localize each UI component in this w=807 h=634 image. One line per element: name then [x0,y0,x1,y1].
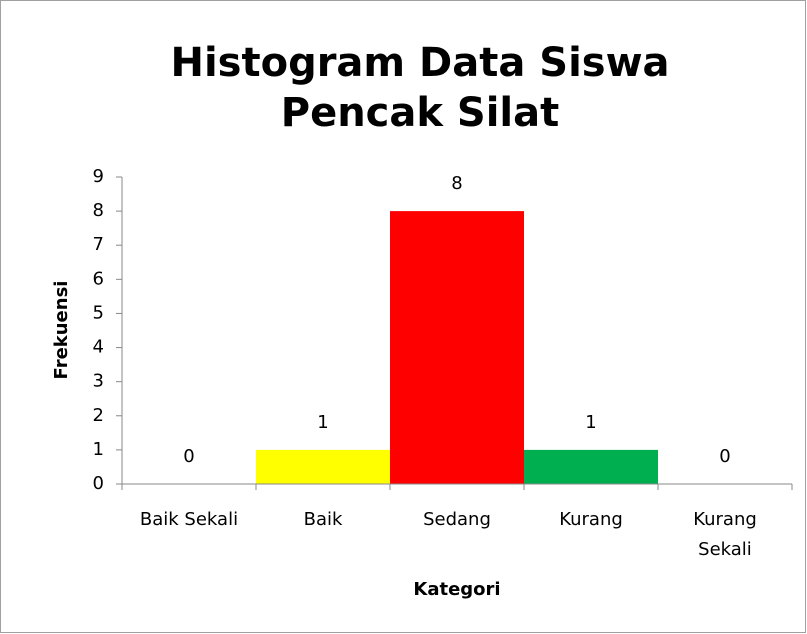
y-tick-label: 1 [93,439,104,460]
data-label: 0 [183,446,194,467]
y-tick-label: 6 [93,268,104,289]
data-label: 1 [585,412,596,433]
x-axis-label: Kategori [413,579,500,600]
x-tick-label: Sedang [423,509,491,530]
x-tick-label: Baik Sekali [140,509,238,530]
x-tick-label: Kurang [559,509,623,530]
y-tick-label: 0 [93,473,104,494]
y-tick-label: 9 [93,166,104,187]
y-tick-label: 4 [93,337,104,358]
bar [390,211,524,484]
bar [256,449,390,484]
y-tick-label: 5 [93,302,104,323]
data-label: 0 [719,446,730,467]
data-label: 8 [451,173,462,194]
chart-title: Histogram Data Siswa Pencak Silat [170,40,670,136]
y-tick-label: 3 [93,371,104,392]
y-tick-label: 2 [93,405,104,426]
y-axis-label: Frekuensi [51,281,72,380]
y-tick-label: 8 [93,200,104,221]
x-tick-label: Kurang Sekali [693,509,757,560]
data-label: 1 [317,412,328,433]
x-tick-label: Baik [304,509,343,530]
y-tick-label: 7 [93,234,104,255]
bar [524,449,658,484]
